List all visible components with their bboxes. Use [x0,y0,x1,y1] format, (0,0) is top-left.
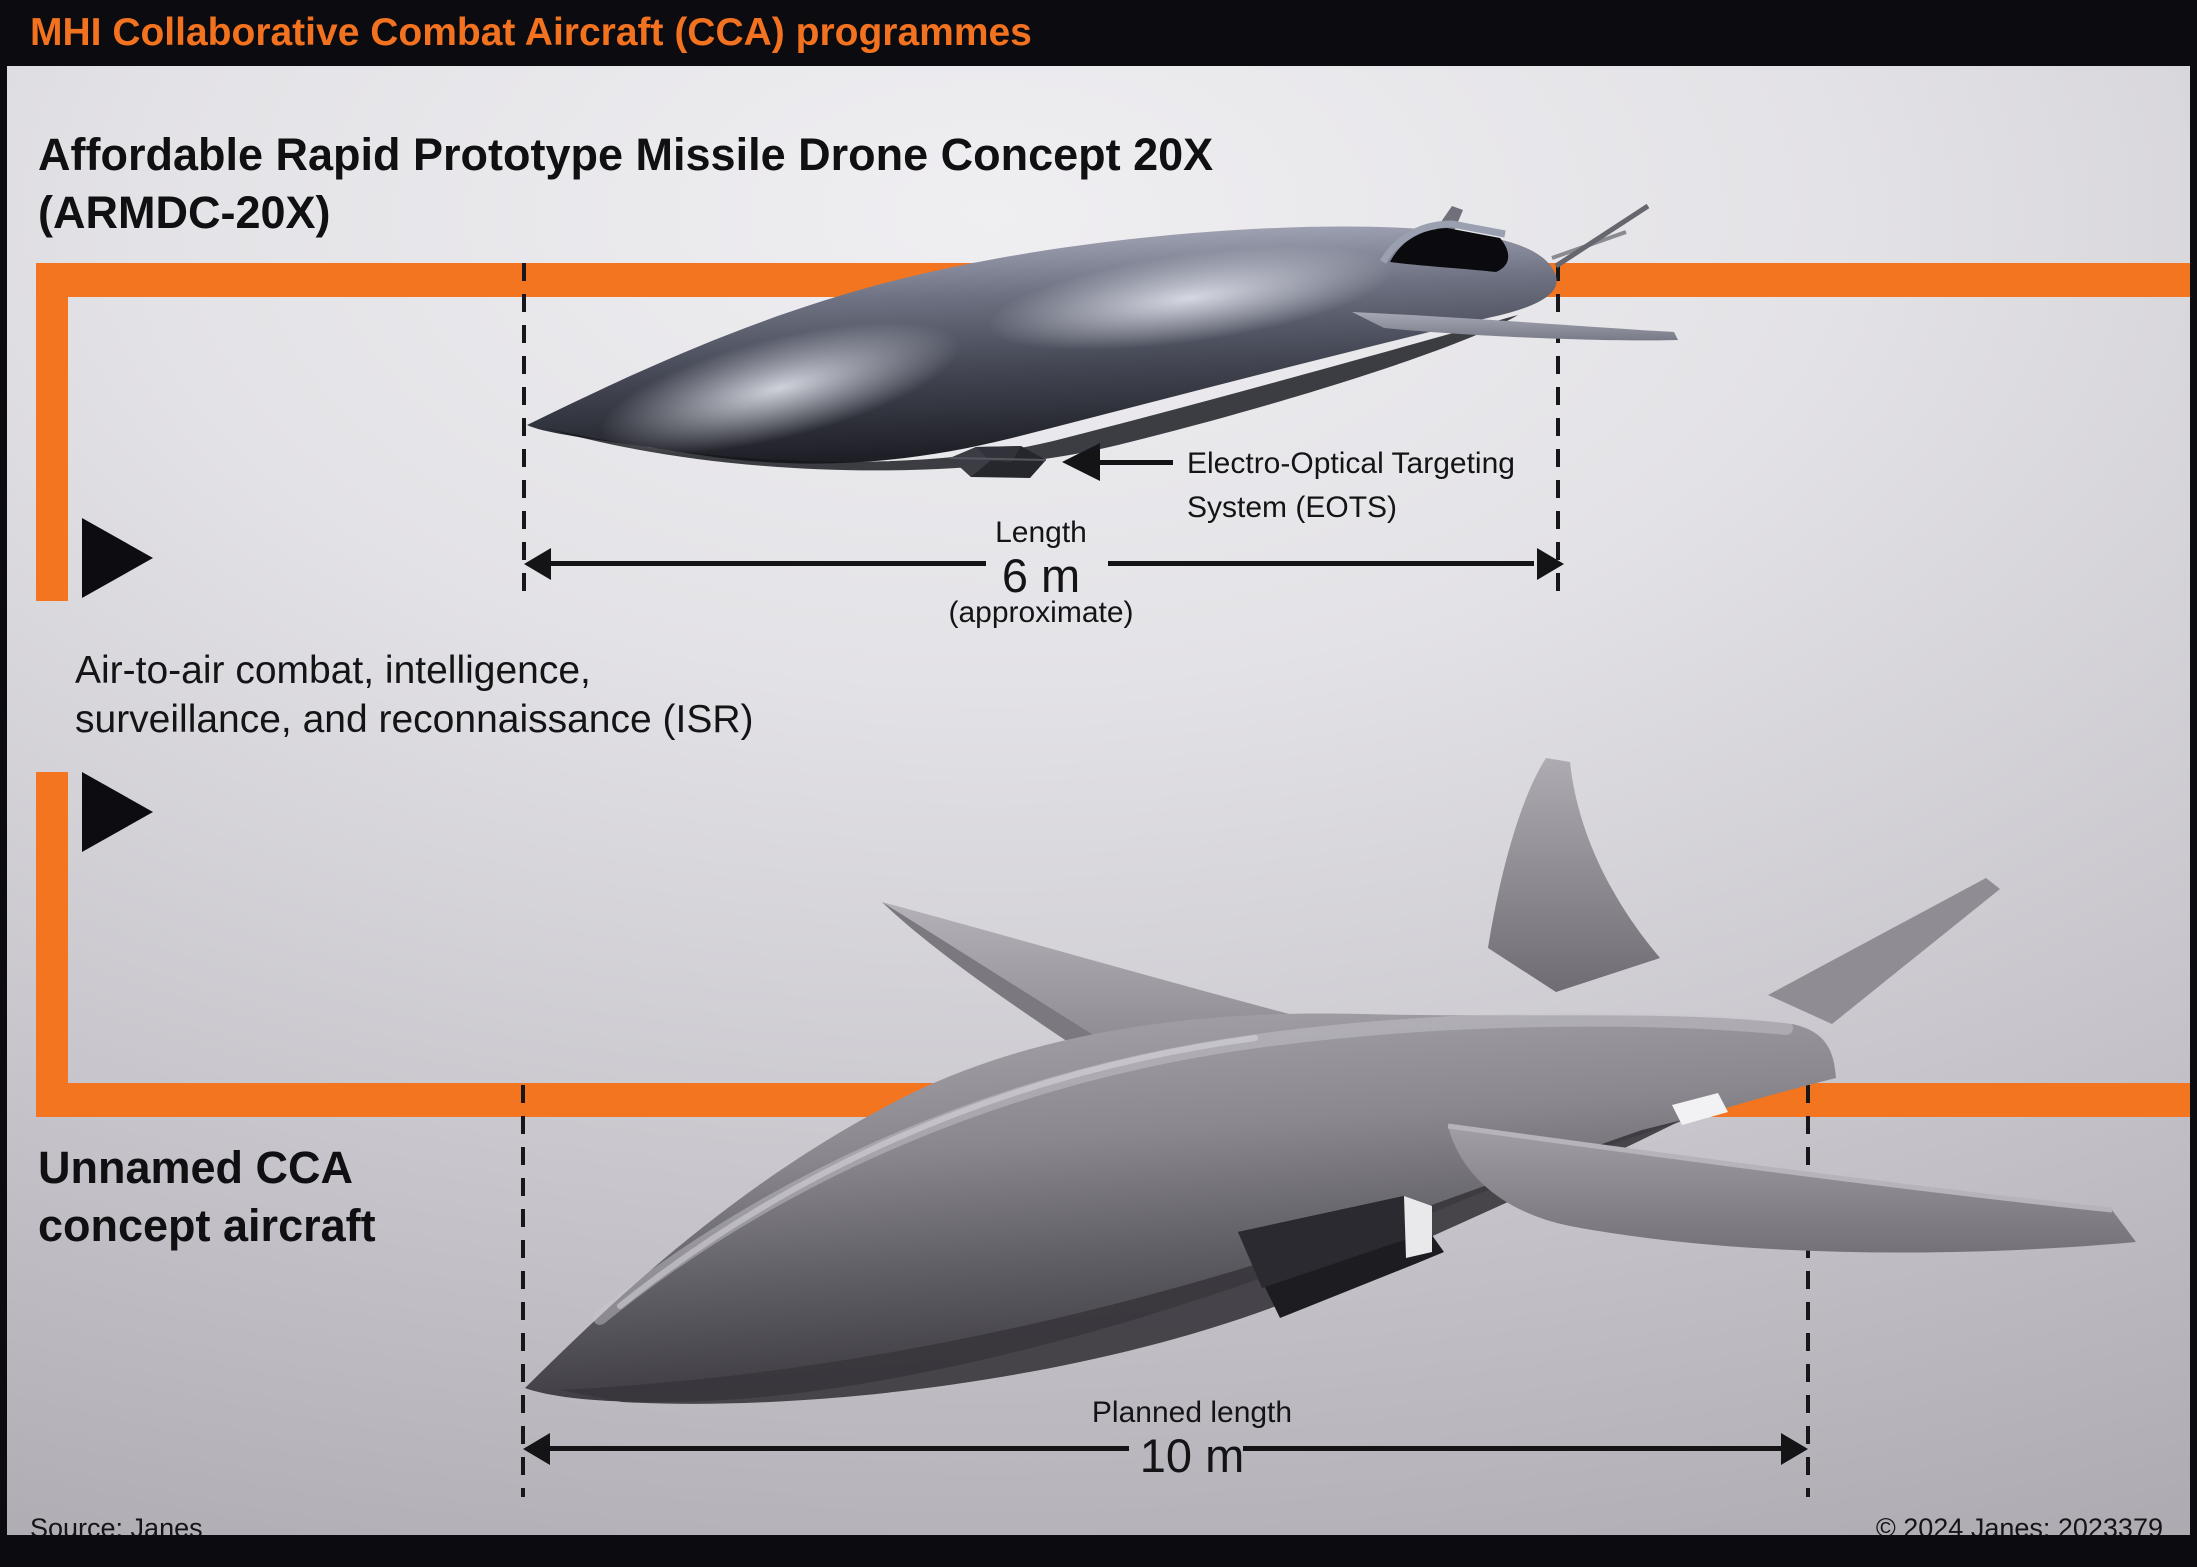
armdc-dimension-line [1108,561,1534,566]
armdc-title-line1: Affordable Rapid Prototype Missile Drone… [38,129,1214,180]
cca-far-tailfin [1768,878,2000,1024]
armdc-tail-guide-line [1556,263,1560,600]
cca-dimension-line [545,1446,1129,1451]
cca-near-tailfin [1488,758,1660,992]
fuselage-highlight [617,1035,1258,1309]
cca-inlet [1238,1196,1444,1318]
section-marker-triangle-icon [82,518,153,598]
fuselage-highlight [986,245,1394,351]
page-title: MHI Collaborative Combat Aircraft (CCA) … [30,11,1032,54]
eots-turret [949,446,1047,478]
fuselage-highlight [600,321,960,455]
arrowhead-left-icon [524,548,551,580]
cca-section-title: Unnamed CCA concept aircraft [38,1139,376,1255]
armdc-nose-guide-line [522,263,526,600]
cca-white-marking [1672,1093,1728,1125]
armdc-tailplane [1352,312,1678,341]
armdc-dimension-value: 6 m [1001,549,1081,602]
eots-label-line1: Electro-Optical Targeting [1187,447,1515,480]
armdc-role-line1: Air-to-air combat, intelligence, [75,649,591,692]
header-bar: MHI Collaborative Combat Aircraft (CCA) … [0,0,2197,66]
armdc-role-line2: surveillance, and reconnaissance (ISR) [75,698,754,741]
diagram-canvas: Length 6 m (approximate) Electro-Optical… [7,66,2190,1551]
cca-dimension-label: Planned length [1091,1396,1293,1429]
cca-near-wing [1448,1126,2136,1253]
armdc-dimension-label: Length [995,516,1087,549]
bottom-orange-stem [36,772,68,1117]
arrowhead-right-icon [1781,1433,1808,1465]
arrowhead-right-icon [1537,548,1564,580]
eots-callout-label: Electro-Optical Targeting System (EOTS) [1187,442,1515,530]
cca-dimension-value: 10 m [1139,1429,1245,1482]
cca-fuselage [525,1013,1836,1403]
canopy [1390,228,1509,272]
armdc-role-caption: Air-to-air combat, intelligence, surveil… [75,646,754,744]
eots-callout-line [1095,460,1173,465]
cca-belly-shadow [560,1120,1682,1404]
bottom-black-bar [7,1535,2190,1551]
tail-antenna [1554,203,1650,269]
top-orange-stem [36,263,68,601]
armdc-section-title: Affordable Rapid Prototype Missile Drone… [38,126,1213,242]
armdc-title-line2: (ARMDC-20X) [38,187,331,238]
section-marker-triangle-icon [82,772,153,852]
armdc-aircraft-render [527,203,1678,478]
canopy-frame [1379,220,1506,264]
cca-dimension-line [1243,1446,1791,1451]
cca-nose-guide-line [521,1085,525,1497]
arrowhead-left-icon [523,1433,550,1465]
cca-title-line1: Unnamed CCA [38,1142,354,1193]
armdc-dimension-note: (approximate) [948,596,1134,629]
cca-aircraft-render [525,758,2136,1404]
cca-tail-guide-line [1806,1085,1810,1497]
cca-title-line2: concept aircraft [38,1200,376,1251]
eots-label-line2: System (EOTS) [1187,491,1398,524]
cca-near-wing-edge [1447,1123,2113,1213]
armdc-dimension-line [546,561,986,566]
